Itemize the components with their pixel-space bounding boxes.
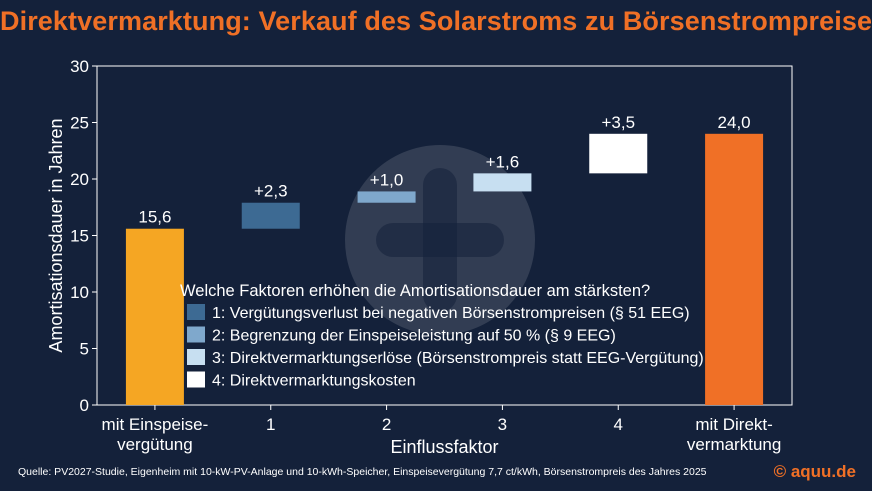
x-tick-label-line: 1 — [266, 415, 275, 434]
x-tick-label-line: mit Direkt- — [695, 415, 772, 434]
legend-swatch-1 — [187, 304, 205, 320]
brand-logo: © aquu.de — [773, 462, 856, 481]
y-tick-label-5: 25 — [70, 114, 89, 133]
data-label-2: +1,0 — [370, 170, 404, 189]
x-tick-label-4: 4 — [614, 415, 623, 434]
bar-0 — [125, 228, 184, 405]
x-tick-label-line: 2 — [382, 415, 391, 434]
watermark-plus-horizontal — [376, 223, 504, 257]
chart-marks: 15,6 +2,3 +1,0 +1,6 +3,5 24,0 — [125, 113, 764, 406]
x-tick-label-line: mit Einspeise- — [102, 415, 209, 434]
y-tick-label-6: 30 — [70, 57, 89, 76]
chart-title: Direktvermarktung: Verkauf des Solarstro… — [0, 6, 872, 36]
y-tick-label-1: 5 — [80, 340, 89, 359]
x-tick-label-line: vermarktung — [687, 435, 781, 454]
chart-legend: Welche Faktoren erhöhen die Amortisation… — [180, 282, 704, 390]
bar-1 — [241, 202, 300, 229]
x-tick-label-5: mit Direkt-vermarktung — [687, 415, 781, 454]
bar-4 — [589, 133, 648, 174]
legend-swatch-4 — [187, 371, 205, 388]
x-tick-label-line: 3 — [498, 415, 507, 434]
source-note: Quelle: PV2027-Studie, Eigenheim mit 10-… — [18, 466, 707, 478]
data-label-1: +2,3 — [254, 182, 288, 201]
chart-axes: 0 5 10 15 20 25 30 mit Einspeise-vergütung 1 2 3 4 m… — [46, 57, 793, 457]
x-tick-label-2: 2 — [382, 415, 391, 434]
legend-item-4: 4: Direktvermarktungskosten — [212, 373, 416, 390]
bar-3 — [473, 173, 532, 192]
legend-title: Welche Faktoren erhöhen die Amortisation… — [180, 282, 650, 300]
y-tick-label-4: 20 — [70, 170, 89, 189]
data-label-0: 15,6 — [138, 208, 171, 227]
data-label-5: 24,0 — [718, 113, 751, 132]
bar-2 — [357, 191, 416, 203]
legend-item-1: 1: Vergütungsverlust bei negativen Börse… — [212, 305, 690, 322]
legend-item-2: 2: Begrenzung der Einspeiseleistung auf … — [212, 328, 616, 345]
y-tick-label-3: 15 — [70, 227, 89, 246]
y-tick-label-0: 0 — [80, 396, 89, 415]
x-tick-label-line: vergütung — [117, 435, 193, 454]
data-label-4: +3,5 — [601, 113, 635, 132]
x-tick-label-line: 4 — [614, 415, 623, 434]
x-tick-label-3: 3 — [498, 415, 507, 434]
legend-swatch-3 — [187, 349, 205, 365]
legend-swatch-2 — [187, 326, 205, 343]
bar-5 — [705, 133, 764, 406]
data-label-3: +1,6 — [486, 152, 520, 171]
legend-item-3: 3: Direktvermarktungserlöse (Börsenstrom… — [212, 350, 704, 367]
y-axis-label: Amortisationsdauer in Jahren — [46, 118, 66, 352]
x-tick-label-0: mit Einspeise-vergütung — [102, 415, 209, 454]
x-axis-label: Einflussfaktor — [390, 437, 498, 457]
y-tick-label-2: 10 — [70, 283, 89, 302]
x-tick-label-1: 1 — [266, 415, 275, 434]
